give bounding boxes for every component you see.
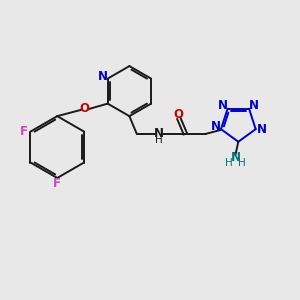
Text: F: F	[53, 177, 61, 190]
Text: N: N	[98, 70, 108, 83]
Text: N: N	[218, 99, 228, 112]
Text: N: N	[256, 123, 267, 136]
Text: H: H	[155, 135, 163, 145]
Text: N: N	[211, 120, 221, 133]
Text: O: O	[80, 103, 89, 116]
Text: H: H	[225, 158, 233, 168]
Text: F: F	[20, 124, 28, 137]
Text: N: N	[154, 127, 164, 140]
Text: O: O	[174, 109, 184, 122]
Text: N: N	[230, 152, 240, 164]
Text: H: H	[238, 158, 246, 168]
Text: N: N	[249, 99, 259, 112]
